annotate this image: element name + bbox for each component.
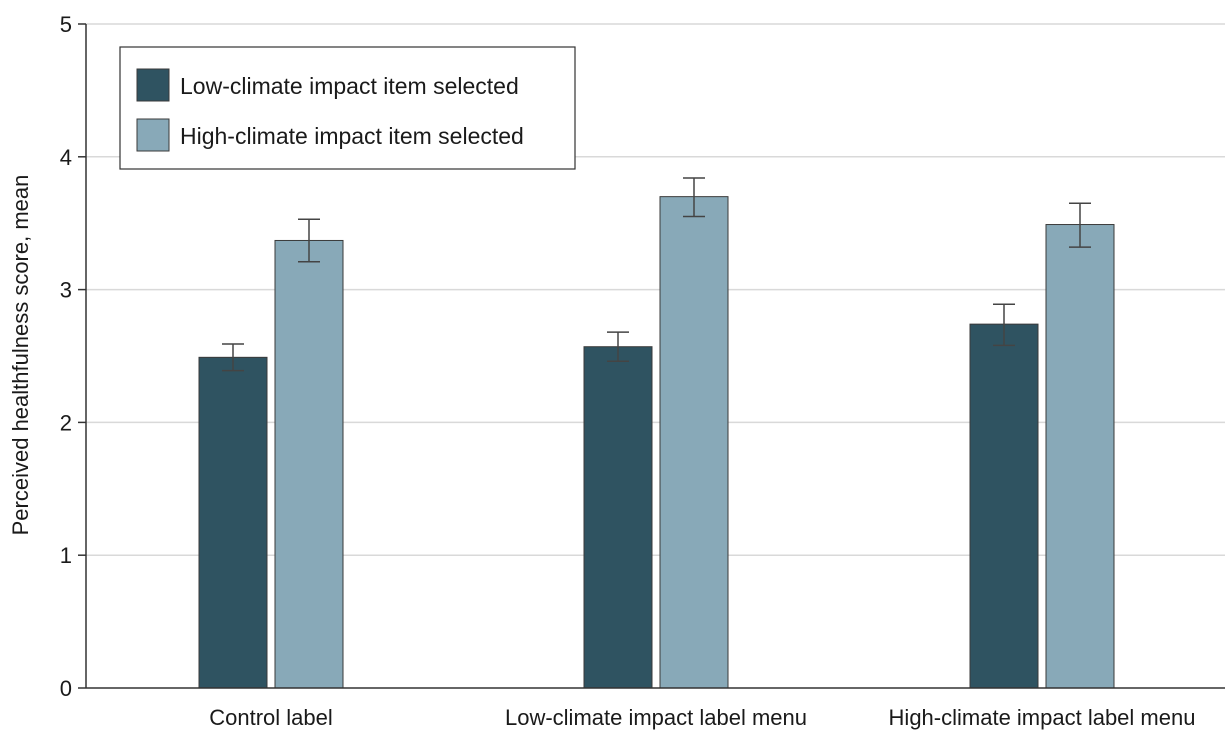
error-bar-high-2 — [1069, 202, 1091, 248]
x-tick-label: Control label — [209, 705, 333, 730]
error-bar-high-1 — [683, 177, 705, 218]
y-tick-label: 5 — [60, 12, 72, 37]
error-bar-high-0 — [298, 218, 320, 263]
legend-swatch-high — [136, 118, 170, 152]
error-bars — [222, 177, 1091, 372]
legend-box — [119, 46, 576, 170]
bar-low-2 — [969, 323, 1039, 689]
bar-low-0 — [198, 356, 268, 689]
legend-label-high: High-climate impact item selected — [180, 123, 524, 149]
x-tick-label: High-climate impact label menu — [889, 705, 1196, 730]
y-tick-label: 3 — [60, 278, 72, 303]
bar-high-1 — [659, 196, 729, 689]
bar-high-2 — [1045, 224, 1115, 689]
y-axis-title: Perceived healthfulness score, mean — [8, 175, 33, 536]
bar-high-0 — [274, 239, 344, 689]
legend-label-low: Low-climate impact item selected — [180, 73, 519, 99]
y-tick-label: 0 — [60, 676, 72, 701]
x-tick-label: Low-climate impact label menu — [505, 705, 807, 730]
legend-swatch-low — [136, 68, 170, 102]
y-tick-label: 4 — [60, 145, 72, 170]
error-bar-low-2 — [993, 303, 1015, 347]
bar-low-1 — [583, 346, 653, 689]
error-bar-low-1 — [607, 331, 629, 363]
axes: 0 1 2 3 4 5 Control label Low-climate impact la… — [60, 12, 1225, 730]
legend: Low-climate impact item selected High-cli… — [119, 46, 576, 170]
error-bar-low-0 — [222, 343, 244, 372]
y-tick-label: 1 — [60, 543, 72, 568]
bars — [198, 196, 1115, 689]
y-tick-label: 2 — [60, 410, 72, 435]
